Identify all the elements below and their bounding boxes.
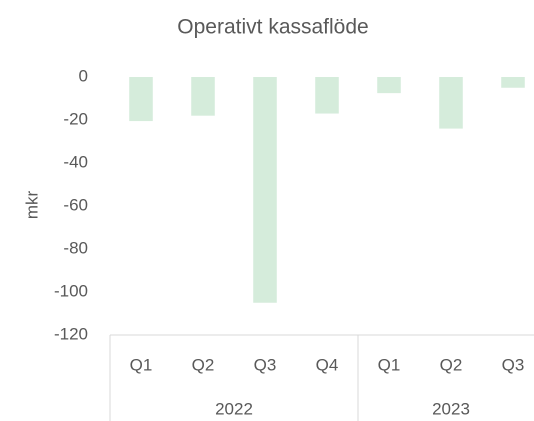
y-tick-label: -40 <box>63 152 88 171</box>
bar <box>191 77 215 116</box>
y-axis-label: mkr <box>22 191 41 220</box>
y-tick-label: -20 <box>63 109 88 128</box>
bar <box>253 77 277 303</box>
y-tick-label: -120 <box>54 324 88 343</box>
x-tick-label: Q1 <box>130 355 153 374</box>
y-tick-label: -60 <box>63 195 88 214</box>
bar <box>377 77 401 94</box>
bar <box>315 77 339 114</box>
bar <box>439 77 463 129</box>
x-tick-label: Q2 <box>192 355 215 374</box>
x-tick-label: Q4 <box>316 355 339 374</box>
y-tick-label: 0 <box>79 66 88 85</box>
y-tick-label: -80 <box>63 238 88 257</box>
bar <box>501 77 525 88</box>
group-label: 2022 <box>215 399 253 418</box>
bar <box>129 77 153 122</box>
group-label: 2023 <box>432 399 470 418</box>
x-tick-label: Q2 <box>440 355 463 374</box>
x-tick-label: Q3 <box>502 355 525 374</box>
chart-title: Operativt kassaflöde <box>177 16 368 39</box>
x-tick-label: Q1 <box>378 355 401 374</box>
y-tick-label: -100 <box>54 281 88 300</box>
x-tick-label: Q3 <box>254 355 277 374</box>
